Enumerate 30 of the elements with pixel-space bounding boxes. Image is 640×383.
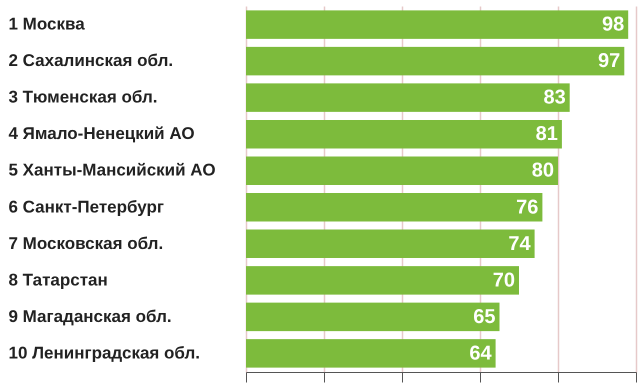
bar xyxy=(246,193,542,222)
bar xyxy=(246,10,628,39)
data-label: 81 xyxy=(536,123,558,146)
y-tick-label: 4 Ямало-Ненецкий АО xyxy=(8,124,195,144)
data-label: 97 xyxy=(598,50,620,72)
data-label: 80 xyxy=(532,160,554,182)
bar xyxy=(246,46,624,76)
data-label: 65 xyxy=(473,306,496,328)
bar xyxy=(246,156,558,185)
y-tick-label: 9 Магаданская обл. xyxy=(8,306,172,326)
bar xyxy=(246,266,519,295)
bar xyxy=(246,339,496,368)
bar xyxy=(246,230,535,258)
y-tick-label: 3 Тюменская обл. xyxy=(8,88,158,107)
data-label: 98 xyxy=(602,14,624,36)
bar xyxy=(246,120,562,148)
y-tick-label: 1 Москва xyxy=(8,14,86,34)
y-tick-label: 8 Татарстан xyxy=(8,270,108,290)
y-tick-label: 5 Ханты-Мансийский АО xyxy=(8,160,216,180)
data-label: 83 xyxy=(543,86,566,109)
data-label: 70 xyxy=(492,269,515,292)
data-label: 74 xyxy=(508,232,532,255)
y-tick-label: 6 Санкт-Петербург xyxy=(8,197,164,216)
y-tick-label: 2 Сахалинская обл. xyxy=(8,51,174,70)
data-label: 76 xyxy=(516,196,538,218)
y-tick-label: 7 Московская обл. xyxy=(8,234,164,253)
data-label: 64 xyxy=(469,342,492,364)
bar xyxy=(246,302,500,332)
bar xyxy=(246,83,570,112)
y-tick-label: 10 Ленинградская обл. xyxy=(8,343,200,362)
